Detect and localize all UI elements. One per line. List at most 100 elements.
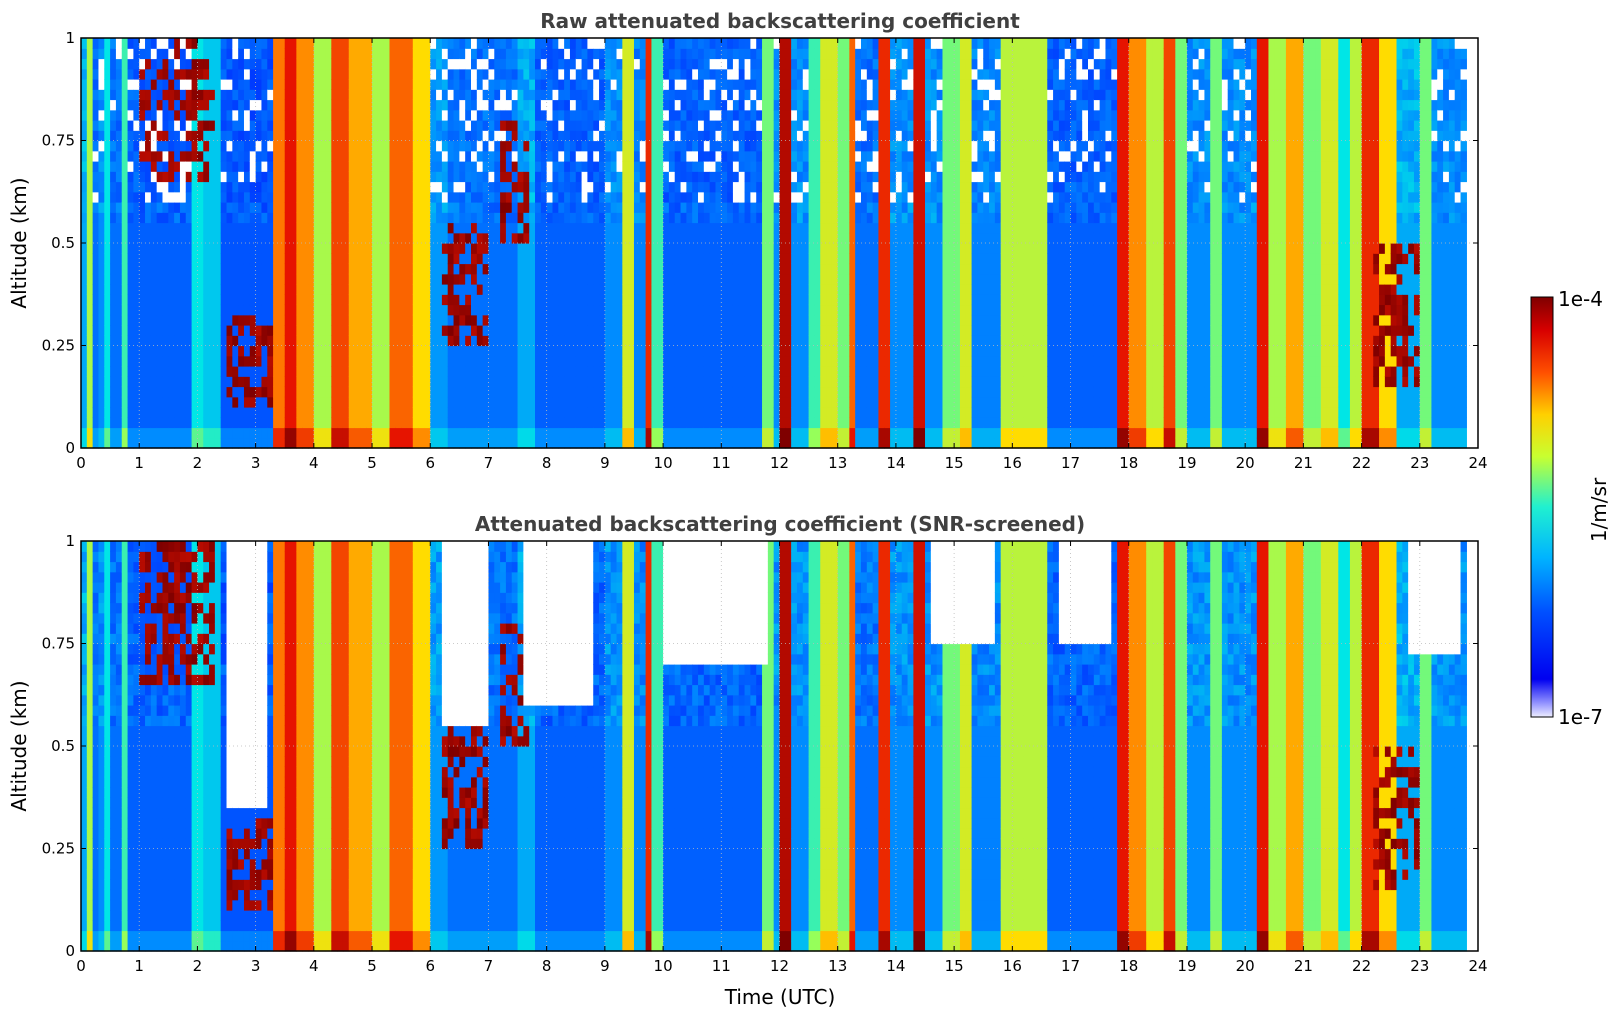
heatmap-cell — [465, 141, 471, 152]
heatmap-cell — [355, 284, 361, 295]
heatmap-cell — [215, 202, 221, 213]
heatmap-cell — [477, 110, 483, 121]
heatmap-cell — [337, 151, 343, 162]
heatmap-cell — [564, 171, 570, 182]
heatmap-cell — [681, 356, 687, 367]
heatmap-cell — [232, 253, 238, 264]
heatmap-cell — [401, 417, 407, 428]
heatmap-cell — [401, 38, 407, 49]
heatmap-cell — [663, 366, 669, 377]
heatmap-cell — [471, 182, 477, 193]
heatmap-cell — [209, 120, 215, 131]
heatmap-cell — [93, 397, 99, 408]
heatmap-cell — [122, 79, 128, 90]
heatmap-cell — [285, 212, 291, 223]
heatmap-cell — [512, 346, 518, 357]
heatmap-cell — [582, 438, 588, 449]
heatmap-cell — [203, 366, 209, 377]
heatmap-cell — [436, 233, 442, 244]
heatmap-cell — [180, 171, 186, 182]
heatmap-cell — [81, 161, 87, 172]
heatmap-cell — [512, 151, 518, 162]
heatmap-cell — [488, 212, 494, 223]
heatmap-cell — [122, 141, 128, 152]
heatmap-cell — [296, 171, 302, 182]
heatmap-cell — [681, 151, 687, 162]
heatmap-cell — [675, 223, 681, 234]
heatmap-cell — [436, 38, 442, 49]
heatmap-cell — [721, 387, 727, 398]
heatmap-cell — [215, 387, 221, 398]
heatmap-cell — [168, 274, 174, 285]
heatmap-cell — [174, 141, 180, 152]
heatmap-cell — [157, 100, 163, 111]
heatmap-cell — [494, 387, 500, 398]
heatmap-cell — [209, 428, 215, 439]
heatmap-cell — [104, 438, 110, 449]
heatmap-cell — [168, 305, 174, 316]
heatmap-cell — [710, 387, 716, 398]
heatmap-cell — [448, 233, 454, 244]
heatmap-cell — [651, 438, 657, 449]
heatmap-cell — [454, 110, 460, 121]
heatmap-cell — [605, 161, 611, 172]
heatmap-cell — [669, 417, 675, 428]
heatmap-cell — [518, 428, 524, 439]
heatmap-cell — [669, 253, 675, 264]
heatmap-cell — [186, 356, 192, 367]
heatmap-cell — [273, 366, 279, 377]
heatmap-cell — [384, 202, 390, 213]
heatmap-cell — [145, 253, 151, 264]
heatmap-cell — [541, 366, 547, 377]
heatmap-cell — [646, 223, 652, 234]
heatmap-cell — [261, 376, 267, 387]
heatmap-cell — [669, 315, 675, 326]
heatmap-cell — [547, 366, 553, 377]
heatmap-cell — [98, 335, 104, 346]
heatmap-cell — [343, 89, 349, 100]
heatmap-cell — [681, 182, 687, 193]
heatmap-cell — [110, 161, 116, 172]
heatmap-cell — [593, 100, 599, 111]
heatmap-cell — [634, 325, 640, 336]
heatmap-cell — [320, 264, 326, 275]
heatmap-cell — [244, 387, 250, 398]
heatmap-cell — [209, 212, 215, 223]
heatmap-cell — [506, 59, 512, 70]
heatmap-cell — [98, 89, 104, 100]
heatmap-cell — [232, 192, 238, 203]
heatmap-cell — [657, 294, 663, 305]
heatmap-cell — [378, 59, 384, 70]
heatmap-cell — [372, 48, 378, 59]
heatmap-cell — [529, 161, 535, 172]
heatmap-cell — [273, 438, 279, 449]
heatmap-cell — [477, 89, 483, 100]
heatmap-cell — [221, 151, 227, 162]
heatmap-cell — [436, 387, 442, 398]
heatmap-cell — [413, 346, 419, 357]
heatmap-cell — [162, 89, 168, 100]
heatmap-cell — [232, 417, 238, 428]
heatmap-cell — [454, 59, 460, 70]
heatmap-cell — [617, 202, 623, 213]
heatmap-cell — [128, 100, 134, 111]
heatmap-cell — [221, 48, 227, 59]
heatmap-cell — [267, 202, 273, 213]
heatmap-cell — [232, 438, 238, 449]
heatmap-cell — [483, 243, 489, 254]
heatmap-cell — [535, 284, 541, 295]
heatmap-cell — [413, 243, 419, 254]
heatmap-cell — [686, 182, 692, 193]
heatmap-cell — [686, 264, 692, 275]
heatmap-cell — [395, 192, 401, 203]
heatmap-cell — [331, 243, 337, 254]
heatmap-cell — [110, 376, 116, 387]
heatmap-cell — [669, 264, 675, 275]
heatmap-cell — [488, 397, 494, 408]
heatmap-cell — [669, 356, 675, 367]
heatmap-cell — [715, 243, 721, 254]
heatmap-cell — [285, 284, 291, 295]
heatmap-cell — [302, 59, 308, 70]
heatmap-cell — [704, 192, 710, 203]
heatmap-cell — [494, 130, 500, 141]
